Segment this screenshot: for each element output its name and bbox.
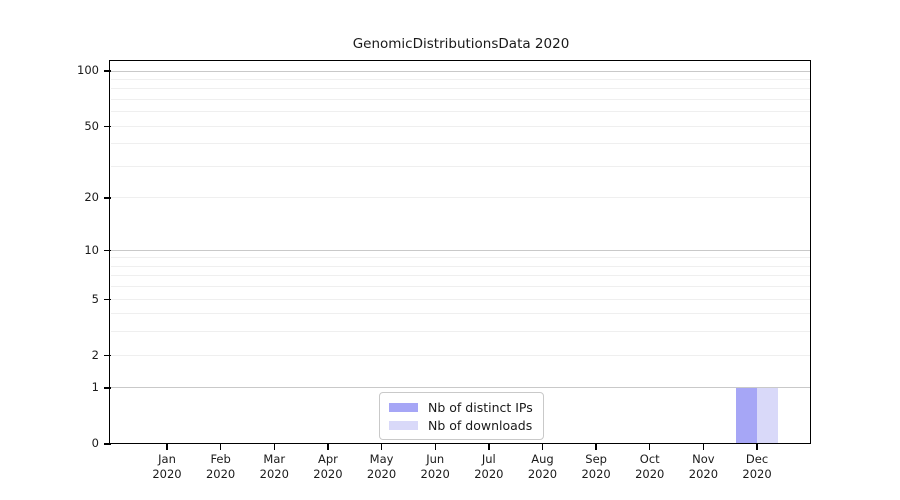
- x-tick-label: Dec 2020: [727, 452, 787, 482]
- x-tick-label: Jun 2020: [405, 452, 465, 482]
- x-tick-label: Aug 2020: [512, 452, 572, 482]
- x-tick-year: 2020: [635, 467, 665, 481]
- legend-item: Nb of downloads: [389, 417, 533, 433]
- legend-swatch: [389, 402, 418, 412]
- gridline-minor: [111, 78, 811, 80]
- x-tick-mark: [488, 444, 490, 450]
- x-tick-label: Mar 2020: [244, 452, 304, 482]
- x-tick-month: Feb: [210, 452, 231, 466]
- y-tick-label: 50: [84, 118, 99, 133]
- x-tick-month: Mar: [263, 452, 286, 466]
- y-tick-mark: [104, 443, 111, 445]
- gridline-minor: [111, 257, 811, 259]
- y-tick-mark: [104, 197, 111, 199]
- x-tick-year: 2020: [366, 467, 397, 481]
- gridline-minor: [111, 99, 811, 101]
- x-tick-month: Jan: [158, 452, 176, 466]
- x-tick-year: 2020: [420, 467, 450, 481]
- x-tick-year: 2020: [688, 467, 719, 481]
- x-tick-month: Nov: [692, 452, 715, 466]
- x-tick-mark: [327, 444, 329, 450]
- gridline-minor: [111, 275, 811, 277]
- gridline-minor: [111, 298, 811, 300]
- y-tick-label: 1: [91, 380, 99, 395]
- x-tick-year: 2020: [313, 467, 343, 481]
- x-tick-label: Nov 2020: [673, 452, 733, 482]
- gridline-major: [111, 249, 811, 251]
- x-tick-mark: [434, 444, 436, 450]
- x-tick-month: Aug: [531, 452, 554, 466]
- x-tick-label: Oct 2020: [620, 452, 680, 482]
- legend-swatch: [389, 420, 418, 430]
- x-tick-mark: [380, 444, 383, 450]
- legend-label: Nb of distinct IPs: [428, 399, 533, 415]
- gridline-minor: [111, 313, 811, 315]
- legend: Nb of distinct IPs Nb of downloads: [379, 392, 544, 440]
- x-tick-mark: [756, 444, 758, 450]
- gridline-minor: [111, 143, 811, 145]
- y-tick-label: 10: [84, 242, 99, 257]
- gridline-minor: [111, 125, 811, 127]
- gridline-minor: [111, 166, 811, 167]
- x-tick-mark: [166, 444, 168, 450]
- y-tick-mark: [104, 249, 111, 251]
- plot-area: [111, 62, 811, 444]
- gridline-minor: [111, 331, 811, 333]
- y-tick-label: 2: [91, 347, 99, 362]
- x-tick-year: 2020: [581, 467, 611, 481]
- x-tick-year: 2020: [527, 467, 558, 481]
- x-tick-month: Oct: [639, 452, 660, 466]
- y-tick-mark: [104, 298, 111, 300]
- x-tick-label: Sep 2020: [566, 452, 626, 482]
- y-tick-label: 100: [77, 63, 99, 78]
- y-tick-label: 5: [91, 291, 99, 306]
- gridline-minor: [111, 88, 811, 90]
- bar-nb-of-distinct-ips: [736, 387, 758, 444]
- x-tick-label: May 2020: [352, 452, 412, 482]
- x-tick-year: 2020: [259, 467, 289, 481]
- x-tick-month: Sep: [585, 452, 607, 466]
- x-tick-year: 2020: [742, 467, 772, 481]
- bar-nb-of-downloads: [757, 387, 779, 444]
- gridline-minor: [111, 354, 811, 356]
- chart-title: GenomicDistributionsData 2020: [352, 36, 570, 52]
- gridline-minor: [111, 111, 811, 113]
- x-tick-label: Feb 2020: [191, 452, 251, 482]
- y-tick-mark: [104, 387, 111, 389]
- x-tick-month: Jul: [481, 452, 496, 466]
- gridline-minor: [111, 197, 811, 199]
- x-tick-mark: [273, 444, 275, 450]
- gridline-major: [111, 70, 811, 72]
- x-tick-mark: [541, 444, 544, 450]
- y-tick-label: 20: [84, 190, 99, 205]
- x-tick-year: 2020: [205, 467, 236, 481]
- legend-label: Nb of downloads: [428, 417, 533, 433]
- x-tick-month: Jun: [426, 452, 445, 466]
- x-tick-label: Jul 2020: [459, 452, 519, 482]
- gridline-minor: [111, 265, 811, 267]
- x-tick-mark: [219, 444, 222, 450]
- x-tick-mark: [595, 444, 597, 450]
- x-tick-label: Jan 2020: [137, 452, 197, 482]
- x-tick-year: 2020: [474, 467, 504, 481]
- gridline-minor: [111, 286, 811, 288]
- x-tick-mark: [649, 444, 651, 450]
- gridline-major: [111, 387, 811, 389]
- y-tick-mark: [104, 70, 111, 72]
- y-tick-mark: [104, 125, 111, 127]
- x-tick-year: 2020: [152, 467, 182, 481]
- x-tick-mark: [702, 444, 705, 450]
- x-tick-month: Dec: [745, 452, 769, 466]
- legend-item: Nb of distinct IPs: [389, 399, 533, 415]
- x-tick-label: Apr 2020: [298, 452, 358, 482]
- y-tick-label: 0: [91, 436, 99, 451]
- y-tick-mark: [104, 354, 111, 356]
- x-tick-month: May: [369, 452, 394, 466]
- x-tick-month: Apr: [317, 452, 338, 466]
